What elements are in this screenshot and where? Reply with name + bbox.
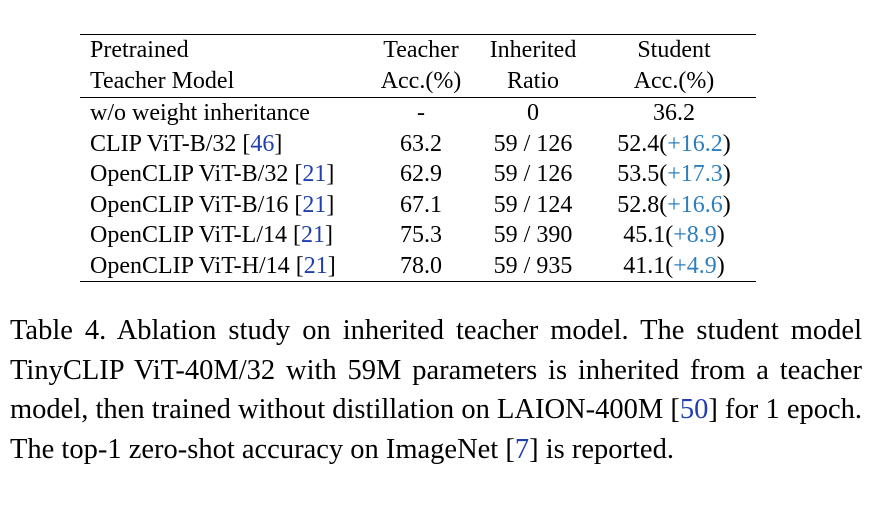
ratio-cell: 59 / 390 [493, 222, 573, 248]
model-cell: OpenCLIP ViT-L/14 [21] [90, 222, 334, 248]
header-student-acc: Student Acc.(%) [592, 34, 756, 98]
model-cell: OpenCLIP ViT-B/32 [21] [90, 161, 335, 187]
teacher-acc-cell: 67.1 [400, 191, 442, 218]
table-caption: Table 4. Ablation study on inherited tea… [10, 315, 862, 465]
student-acc-cell: 52.4(+16.2) [617, 130, 731, 157]
table-row: CLIP ViT-B/32 [46] 63.2 59 / 126 52.4(+1… [80, 129, 756, 160]
model-cell: OpenCLIP ViT-B/16 [21] [90, 191, 335, 218]
teacher-acc-cell: 62.9 [400, 161, 442, 187]
table-row: OpenCLIP ViT-H/14 [21] 78.0 59 / 935 41.… [80, 250, 756, 282]
model-cell: w/o weight inheritance [90, 100, 310, 126]
student-acc-cell: 45.1(+8.9) [623, 222, 725, 248]
table-header-row: Pretrained Teacher Model Teacher Acc.(%)… [80, 34, 756, 98]
student-acc-cell: 36.2 [653, 100, 695, 126]
accuracy-gain: +16.6 [667, 191, 723, 218]
ablation-table: Pretrained Teacher Model Teacher Acc.(%)… [80, 34, 756, 282]
student-acc-cell: 41.1(+4.9) [592, 250, 756, 282]
student-acc-cell: 52.8(+16.6) [617, 191, 731, 218]
citation-link[interactable]: 21 [303, 252, 328, 279]
header-inherited-ratio: Inherited Ratio [474, 34, 592, 98]
accuracy-gain: +16.2 [667, 130, 723, 157]
ratio-cell: 59 / 124 [493, 191, 573, 218]
citation-link[interactable]: 21 [302, 161, 327, 187]
ratio-cell: 59 / 126 [493, 161, 573, 187]
ablation-table-container: Pretrained Teacher Model Teacher Acc.(%)… [80, 34, 756, 282]
teacher-acc-cell: 75.3 [400, 222, 442, 248]
ratio-cell: 59 / 935 [474, 250, 592, 282]
accuracy-gain: +17.3 [667, 161, 723, 187]
model-cell: CLIP ViT-B/32 [46] [90, 130, 283, 157]
accuracy-gain: +4.9 [673, 252, 717, 279]
ratio-cell: 0 [527, 100, 539, 126]
ratio-cell: 59 / 126 [493, 130, 573, 157]
citation-link[interactable]: 46 [250, 130, 275, 157]
teacher-acc-cell: - [417, 100, 425, 126]
citation-link[interactable]: 21 [302, 191, 327, 218]
header-pretrained-teacher-model: Pretrained Teacher Model [80, 34, 368, 98]
teacher-acc-cell: 63.2 [400, 130, 442, 157]
model-cell: OpenCLIP ViT-H/14 [21] [80, 250, 368, 282]
table-row: w/o weight inheritance - 0 36.2 [80, 98, 756, 129]
citation-link[interactable]: 21 [301, 222, 326, 248]
student-acc-cell: 53.5(+17.3) [617, 161, 731, 187]
teacher-acc-cell: 78.0 [368, 250, 474, 282]
citation-link[interactable]: 50 [679, 394, 709, 425]
header-teacher-acc: Teacher Acc.(%) [368, 34, 474, 98]
table-row: OpenCLIP ViT-L/14 [21] 75.3 59 / 390 45.… [80, 220, 756, 251]
table-row: OpenCLIP ViT-B/32 [21] 62.9 59 / 126 53.… [80, 159, 756, 190]
citation-link[interactable]: 7 [514, 433, 530, 465]
table-row: OpenCLIP ViT-B/16 [21] 67.1 59 / 124 52.… [80, 190, 756, 221]
accuracy-gain: +8.9 [673, 222, 717, 248]
